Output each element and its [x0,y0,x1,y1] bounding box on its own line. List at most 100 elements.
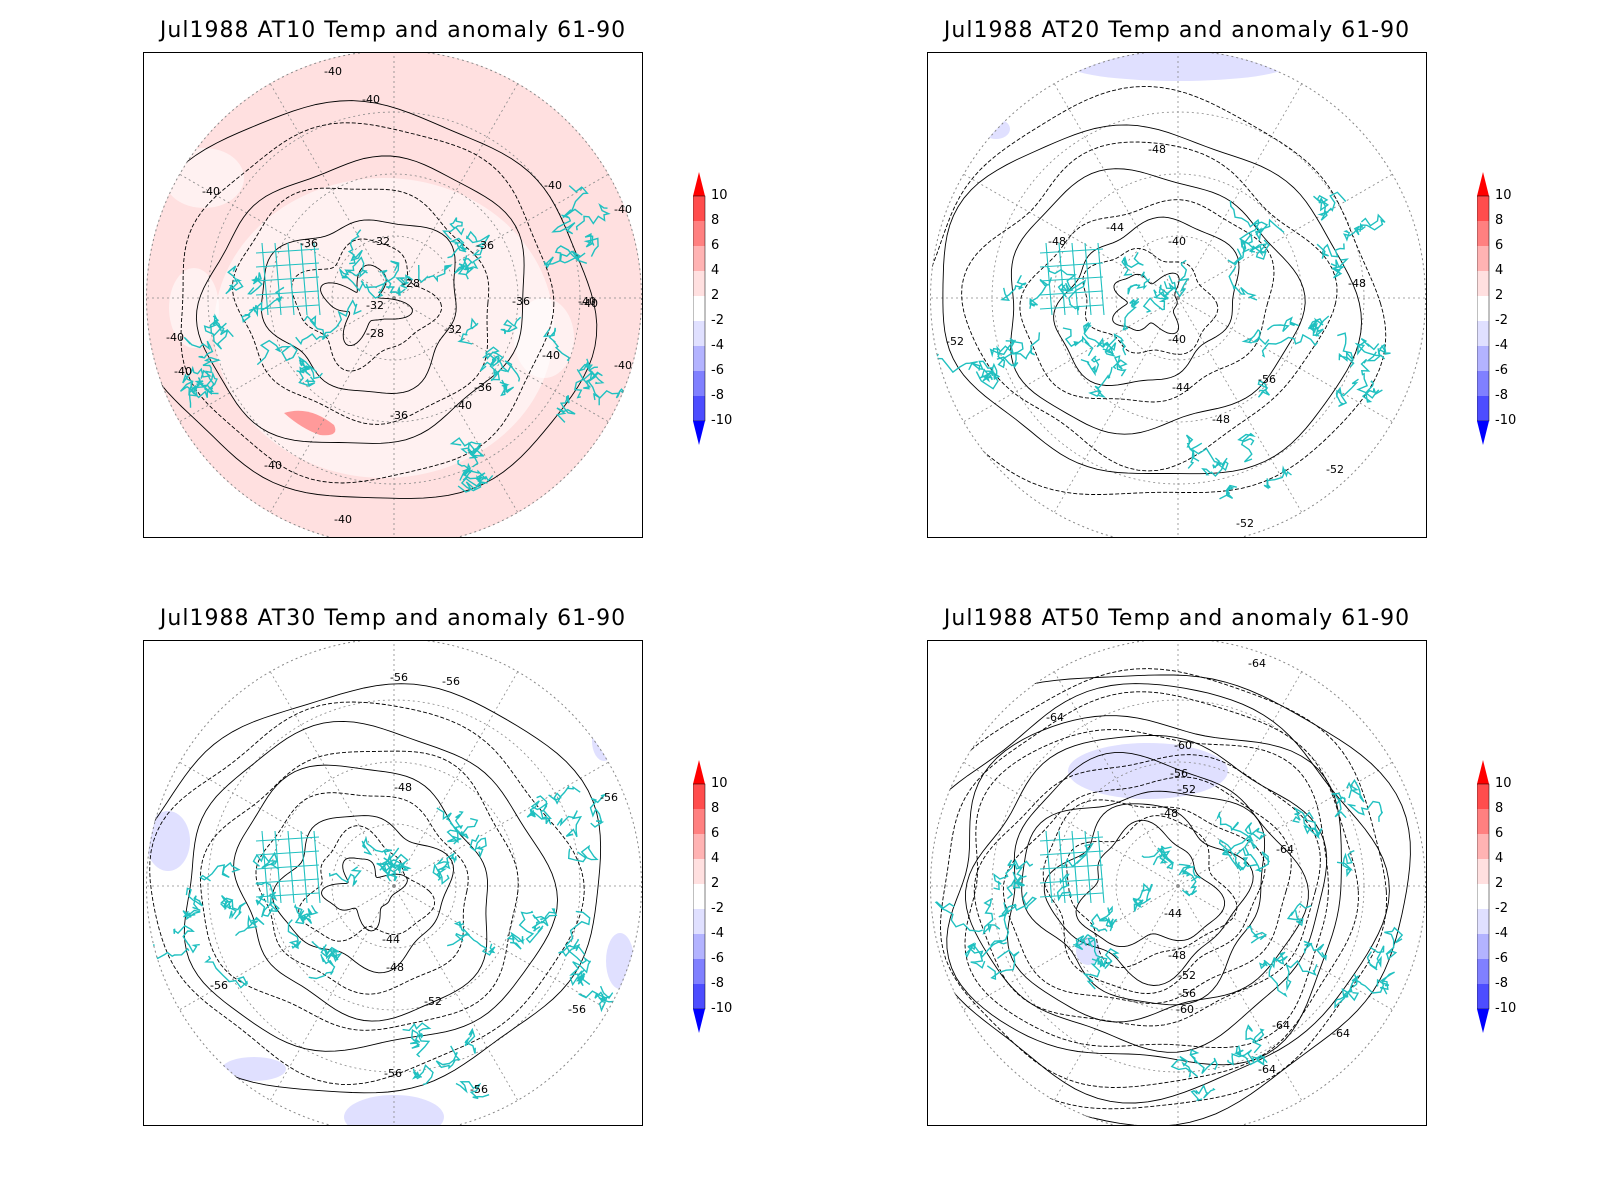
colorbar-label: 8 [711,213,719,228]
colorbar-segment [1477,271,1489,296]
colorbar-label: 8 [1495,213,1503,228]
colorbar: 10 8 6 4 2 -2 -4 -6 -8 -10 [693,170,753,450]
boundary-line [1040,879,1103,883]
coastline [1331,259,1347,278]
colorbar-label: 2 [711,288,719,303]
colorbar-segment [693,984,705,1009]
coastline [1267,318,1298,332]
colorbar-label: -6 [1495,363,1508,378]
colorbar-label: -4 [711,338,724,353]
coastline [997,353,1018,368]
contour-label: -52 [1236,517,1254,530]
colorbar-segment [1477,396,1489,421]
contour-label: -36 [474,381,492,394]
coastline [1220,486,1237,499]
colorbar-segment [693,809,705,834]
boundary-line [314,831,320,903]
map-panel-at30: Jul1988 AT30 Temp and anomaly 61-90 -56-… [143,588,923,1178]
contour-label: -56 [568,1003,586,1016]
coastline [1246,1026,1263,1053]
temperature-contour [1020,200,1274,402]
contour-label: -36 [390,409,408,422]
colorbar-segment [693,296,705,321]
coastline [362,838,392,855]
map-panel-at50: Jul1988 AT50 Temp and anomaly 61-90 -64 -… [927,588,1600,1178]
colorbar-segment [1477,809,1489,834]
coastline [201,863,239,881]
colorbar-label: 6 [1495,826,1503,841]
temperature-contour [144,684,601,1093]
colorbar-label: 8 [711,801,719,816]
meridian-line [270,886,394,1101]
coastline [1099,919,1117,931]
colorbar-label: -8 [711,976,724,991]
meridian-line [963,886,1178,1010]
contour-label: -48 [1148,143,1166,156]
coastline [1239,434,1254,462]
contour-label: -32 [444,323,462,336]
colorbar-segment [693,271,705,296]
coastline [1007,872,1026,899]
colorbar-segment [693,346,705,371]
colorbar-label: 4 [1495,263,1503,278]
colorbar-segment [1477,321,1489,346]
colorbar-label: -6 [711,363,724,378]
coastline [186,888,202,910]
coastline [1191,1050,1218,1074]
colorbar-label: 8 [1495,801,1503,816]
colorbar-label: -8 [1495,976,1508,991]
contour-label: -64 [1258,1063,1276,1076]
boundary-line [1040,837,1103,841]
contour-label: -40 [324,65,342,78]
meridian-line [963,298,1178,422]
colorbar-segment [1477,246,1489,271]
colorbar-label: 4 [711,263,719,278]
contour-label: -48 [1168,949,1186,962]
coastline [1320,192,1346,220]
coastline [1169,260,1188,296]
colorbar-label: -6 [1495,951,1508,966]
meridian-line [1178,83,1302,298]
panel-title: Jul1988 AT20 Temp and anomaly 61-90 [927,18,1427,43]
contour-label: -52 [946,335,964,348]
contour-label: -56 [1170,767,1188,780]
map-boundary [147,641,642,1126]
contour-label: -60 [1174,739,1192,752]
contour-label: -48 [1212,413,1230,426]
coastline [1353,979,1384,993]
coastline [1344,226,1365,239]
colorbar-segment [693,884,705,909]
contour-label: -36 [476,239,494,252]
colorbar-segment [693,371,705,396]
colorbar-svg [1477,758,1497,1038]
coastline [566,911,590,963]
colorbar-label: 10 [1495,776,1512,791]
panel-title: Jul1988 AT50 Temp and anomaly 61-90 [927,606,1427,631]
coastline [1288,904,1311,925]
contour-label: -56 [390,671,408,684]
meridian-line [270,671,394,886]
contour-label: -40 [1168,235,1186,248]
polar-map: -64 -64 -60 -56 -52 -48 -44 -48 -52 -56 -60 -64 -64-… [927,640,1427,1126]
colorbar-label: 10 [1495,188,1512,203]
colorbar-label: -10 [1495,413,1516,428]
anomaly-patch [222,1057,286,1081]
colorbar-segment [1477,371,1489,396]
temperature-contour [962,142,1337,471]
contour-label: -48 [386,961,404,974]
colorbar-label: 6 [711,238,719,253]
colorbar-segment [1477,859,1489,884]
colorbar-label: 2 [1495,288,1503,303]
contour-label: -40 [614,203,632,216]
anomaly-patch [982,119,1010,139]
temperature-contour [184,721,557,1051]
contour-label: -28 [402,277,420,290]
coastline [1332,793,1347,817]
colorbar-segment [1477,296,1489,321]
colorbar-label: -4 [1495,338,1508,353]
coastline [979,370,993,381]
contour-label: -56 [470,1083,488,1096]
colorbar-label: 6 [711,826,719,841]
temperature-contour [200,751,518,1030]
coastline [508,933,523,949]
